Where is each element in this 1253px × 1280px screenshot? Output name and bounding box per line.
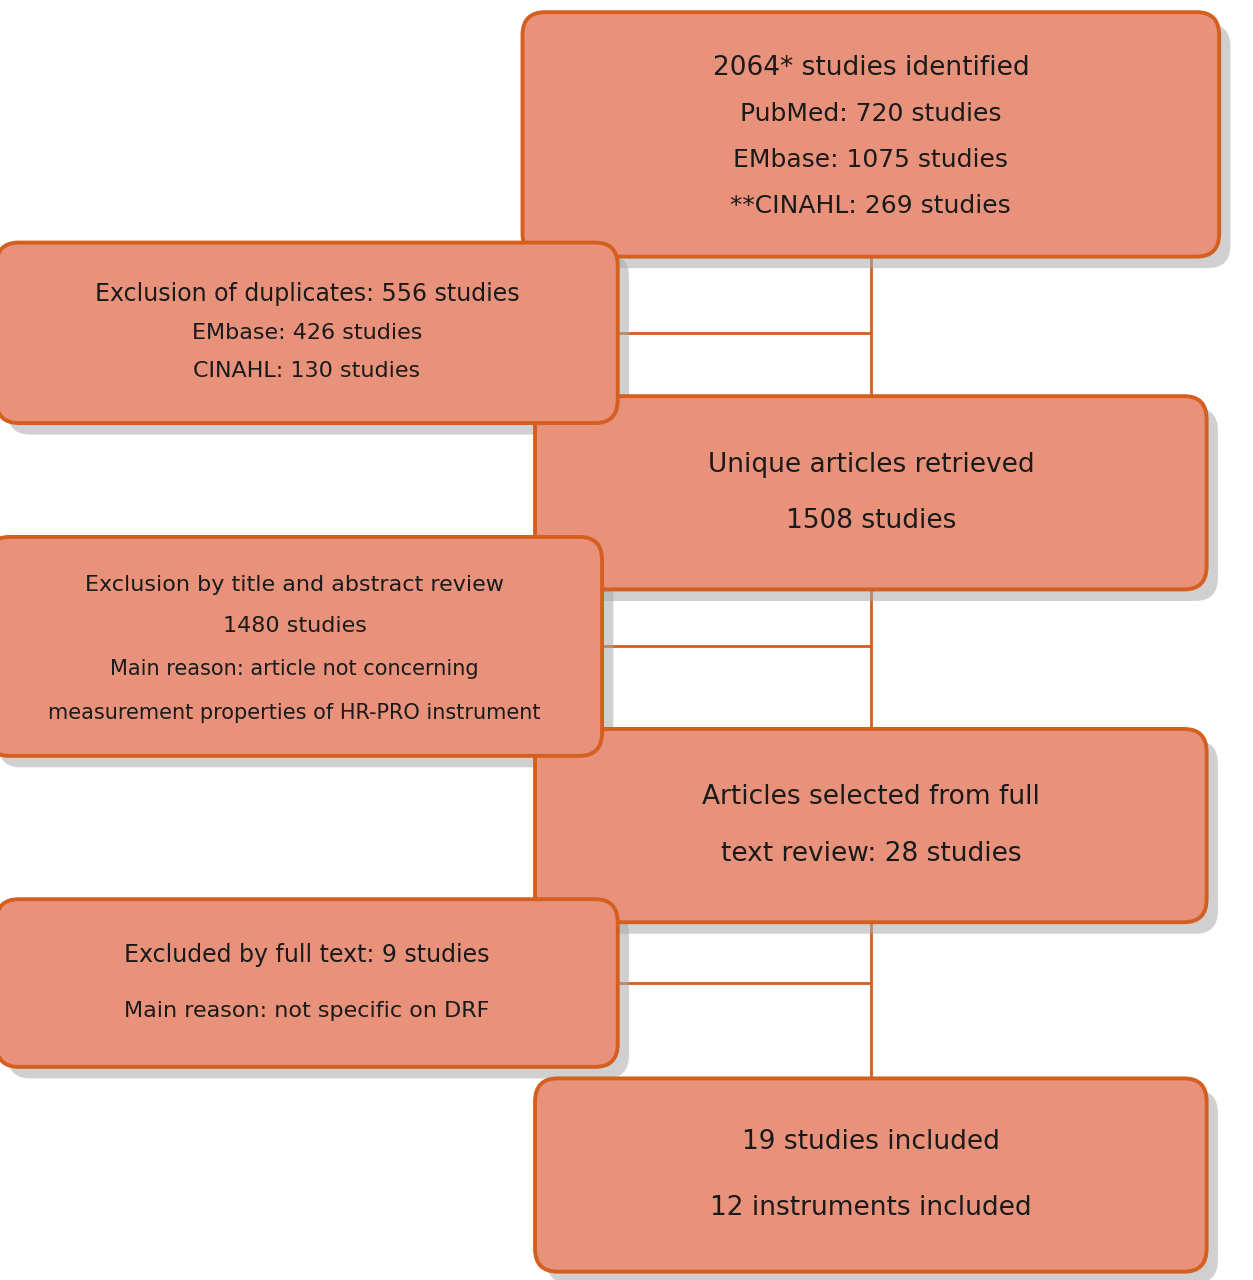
FancyBboxPatch shape	[535, 730, 1207, 922]
FancyBboxPatch shape	[0, 538, 603, 755]
Text: Main reason: not specific on DRF: Main reason: not specific on DRF	[124, 1001, 490, 1021]
Text: Excluded by full text: 9 studies: Excluded by full text: 9 studies	[124, 943, 490, 966]
FancyBboxPatch shape	[546, 1091, 1218, 1280]
Text: 1480 studies: 1480 studies	[223, 616, 366, 636]
Text: measurement properties of HR-PRO instrument: measurement properties of HR-PRO instrum…	[48, 703, 541, 723]
Text: text review: 28 studies: text review: 28 studies	[720, 841, 1021, 867]
FancyBboxPatch shape	[0, 548, 614, 767]
FancyBboxPatch shape	[534, 23, 1230, 269]
FancyBboxPatch shape	[8, 253, 629, 435]
Text: Main reason: article not concerning: Main reason: article not concerning	[110, 659, 479, 680]
Text: 1508 studies: 1508 studies	[786, 508, 956, 534]
Text: Articles selected from full: Articles selected from full	[702, 785, 1040, 810]
Text: 12 instruments included: 12 instruments included	[710, 1196, 1031, 1221]
FancyBboxPatch shape	[0, 242, 618, 422]
FancyBboxPatch shape	[523, 13, 1219, 256]
FancyBboxPatch shape	[0, 899, 618, 1068]
Text: Exclusion of duplicates: 556 studies: Exclusion of duplicates: 556 studies	[95, 283, 519, 306]
Text: CINAHL: 130 studies: CINAHL: 130 studies	[193, 361, 421, 381]
FancyBboxPatch shape	[535, 1078, 1207, 1272]
Text: Exclusion by title and abstract review: Exclusion by title and abstract review	[85, 575, 504, 595]
Text: 19 studies included: 19 studies included	[742, 1129, 1000, 1155]
Text: EMbase: 1075 studies: EMbase: 1075 studies	[733, 148, 1009, 172]
Text: PubMed: 720 studies: PubMed: 720 studies	[741, 102, 1001, 125]
Text: **CINAHL: 269 studies: **CINAHL: 269 studies	[730, 195, 1011, 218]
FancyBboxPatch shape	[546, 740, 1218, 934]
FancyBboxPatch shape	[535, 396, 1207, 589]
FancyBboxPatch shape	[546, 407, 1218, 602]
FancyBboxPatch shape	[8, 911, 629, 1078]
Text: Unique articles retrieved: Unique articles retrieved	[708, 452, 1034, 477]
Text: 2064* studies identified: 2064* studies identified	[713, 55, 1029, 81]
Text: EMbase: 426 studies: EMbase: 426 studies	[192, 323, 422, 343]
